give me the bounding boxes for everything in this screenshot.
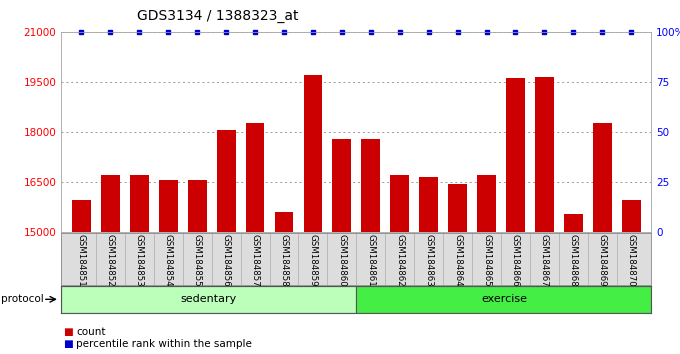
Text: percentile rank within the sample: percentile rank within the sample	[76, 339, 252, 349]
Text: GSM184859: GSM184859	[309, 234, 318, 287]
Text: GSM184865: GSM184865	[482, 234, 491, 287]
Text: GSM184858: GSM184858	[279, 234, 288, 287]
Bar	[356, 286, 651, 313]
Text: GSM184851: GSM184851	[77, 234, 86, 287]
Text: GSM184862: GSM184862	[395, 234, 404, 287]
Bar	[303, 75, 322, 232]
Text: GSM184856: GSM184856	[222, 234, 231, 287]
Bar	[188, 180, 207, 232]
Text: GDS3134 / 1388323_at: GDS3134 / 1388323_at	[137, 9, 299, 23]
Bar	[390, 175, 409, 232]
Text: GSM184868: GSM184868	[568, 234, 578, 287]
Text: GSM184857: GSM184857	[250, 234, 260, 287]
Text: GSM184863: GSM184863	[424, 234, 433, 287]
Text: sedentary: sedentary	[181, 295, 237, 304]
Text: exercise: exercise	[481, 295, 527, 304]
Bar	[420, 177, 438, 232]
Text: GSM184852: GSM184852	[106, 234, 115, 287]
Text: GSM184866: GSM184866	[511, 234, 520, 287]
Text: ■: ■	[63, 327, 72, 337]
Text: protocol: protocol	[1, 294, 44, 304]
Bar	[506, 78, 525, 232]
Text: GSM184855: GSM184855	[192, 234, 202, 287]
Text: GSM184854: GSM184854	[164, 234, 173, 287]
Bar	[622, 200, 641, 232]
Bar	[159, 180, 177, 232]
Text: GSM184864: GSM184864	[453, 234, 462, 287]
Bar	[593, 122, 611, 232]
Text: GSM184853: GSM184853	[135, 234, 144, 287]
Bar	[564, 213, 583, 232]
Bar	[130, 175, 149, 232]
Bar	[275, 212, 293, 232]
Text: count: count	[76, 327, 105, 337]
Text: GSM184867: GSM184867	[540, 234, 549, 287]
Text: GSM184869: GSM184869	[598, 234, 607, 287]
Text: GSM184861: GSM184861	[367, 234, 375, 287]
Bar	[245, 122, 265, 232]
Bar	[535, 77, 554, 232]
Bar	[217, 130, 235, 232]
Bar	[361, 138, 380, 232]
Bar	[72, 200, 91, 232]
Bar	[101, 175, 120, 232]
Text: GSM184860: GSM184860	[337, 234, 346, 287]
Bar	[333, 138, 352, 232]
Bar	[61, 286, 356, 313]
Text: ■: ■	[63, 339, 72, 349]
Bar	[477, 175, 496, 232]
Text: GSM184870: GSM184870	[627, 234, 636, 287]
Bar	[448, 183, 467, 232]
